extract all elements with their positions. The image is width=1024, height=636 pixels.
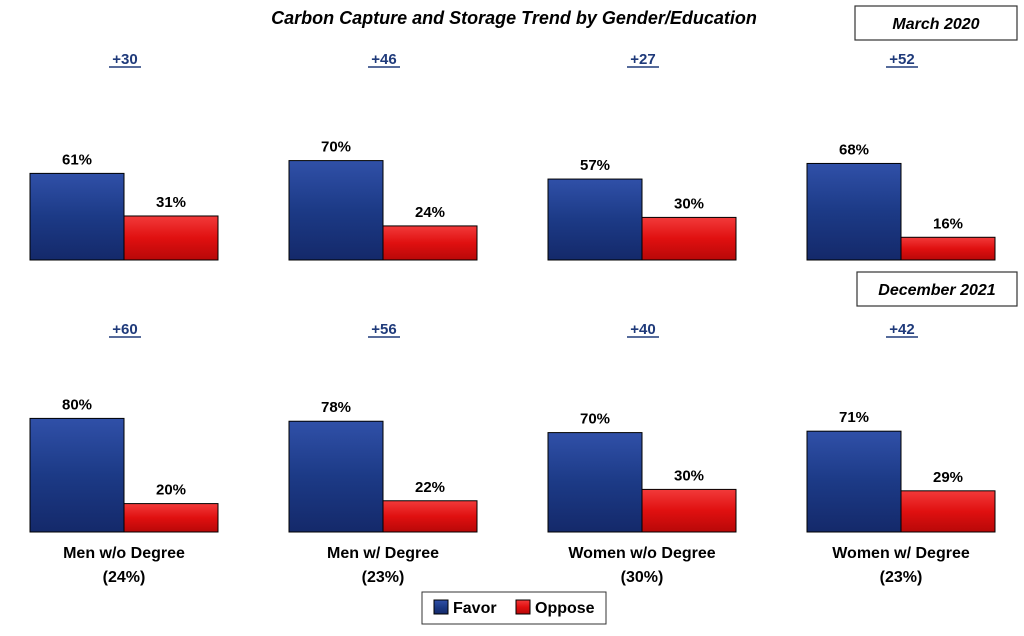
data-label-oppose: 22% — [415, 479, 445, 496]
bar-favor — [806, 430, 902, 533]
bar-favor — [547, 178, 643, 261]
category-label: Women w/o Degree — [568, 545, 715, 562]
data-label-favor: 61% — [62, 151, 92, 168]
legend-label-oppose: Oppose — [535, 600, 595, 617]
panel-2: December 2021 +60 80% 20% +56 78% 22% +40 70% 30%… — [29, 271, 1018, 533]
net-margin-label: +46 — [371, 51, 396, 68]
chart-title: Carbon Capture and Storage Trend by Gend… — [271, 8, 757, 28]
data-label-oppose: 24% — [415, 204, 445, 221]
bar-oppose — [900, 236, 996, 261]
data-label-favor: 68% — [839, 141, 869, 158]
category-label: Women w/ Degree — [832, 545, 970, 562]
legend-swatch-oppose — [515, 599, 531, 615]
legend: Favor Oppose — [421, 591, 607, 625]
net-margin-label: +52 — [889, 51, 914, 68]
bar-oppose — [641, 488, 737, 533]
data-label-favor: 57% — [580, 157, 610, 174]
data-label-favor: 78% — [321, 399, 351, 416]
bar-favor — [288, 420, 384, 533]
data-label-favor: 70% — [321, 139, 351, 156]
data-label-oppose: 30% — [674, 467, 704, 484]
category-label: Men w/ Degree — [327, 545, 439, 562]
period-box — [854, 5, 1018, 41]
bar-favor — [547, 432, 643, 533]
data-label-oppose: 29% — [933, 469, 963, 486]
bar-oppose — [123, 503, 219, 533]
category-share: (23%) — [362, 569, 405, 586]
bar-favor — [288, 160, 384, 261]
net-margin-label: +56 — [371, 321, 396, 338]
category-share: (23%) — [880, 569, 923, 586]
legend-box — [421, 591, 607, 625]
net-margin-label: +30 — [112, 51, 137, 68]
panel-1: March 2020 +30 61% 31% +46 70% 24% +27 57% 30% +52… — [29, 5, 1018, 261]
data-label-oppose: 30% — [674, 195, 704, 212]
category-share: (30%) — [621, 569, 664, 586]
bar-favor — [29, 417, 125, 533]
bar-oppose — [382, 225, 478, 261]
bar-oppose — [123, 215, 219, 261]
data-label-oppose: 20% — [156, 482, 186, 499]
legend-label-favor: Favor — [453, 600, 497, 617]
net-margin-label: +40 — [630, 321, 655, 338]
data-label-oppose: 31% — [156, 194, 186, 211]
period-box — [856, 271, 1018, 307]
period-label: December 2021 — [878, 282, 996, 299]
panels: March 2020 +30 61% 31% +46 70% 24% +27 57% 30% +52… — [29, 5, 1018, 533]
net-margin-label: +27 — [630, 51, 655, 68]
bar-favor — [29, 172, 125, 261]
period-label: March 2020 — [892, 16, 979, 33]
category-label: Men w/o Degree — [63, 545, 185, 562]
net-margin-label: +60 — [112, 321, 137, 338]
legend-swatch-favor — [433, 599, 449, 615]
net-margin-label: +42 — [889, 321, 914, 338]
category-share: (24%) — [103, 569, 146, 586]
category-labels: Men w/o Degree (24%) Men w/ Degree (23%) Wom… — [63, 545, 970, 586]
bar-oppose — [900, 490, 996, 533]
data-label-oppose: 16% — [933, 215, 963, 232]
bar-oppose — [641, 216, 737, 261]
data-label-favor: 70% — [580, 411, 610, 428]
bar-oppose — [382, 500, 478, 533]
bar-favor — [806, 162, 902, 261]
data-label-favor: 71% — [839, 409, 869, 426]
data-label-favor: 80% — [62, 396, 92, 413]
